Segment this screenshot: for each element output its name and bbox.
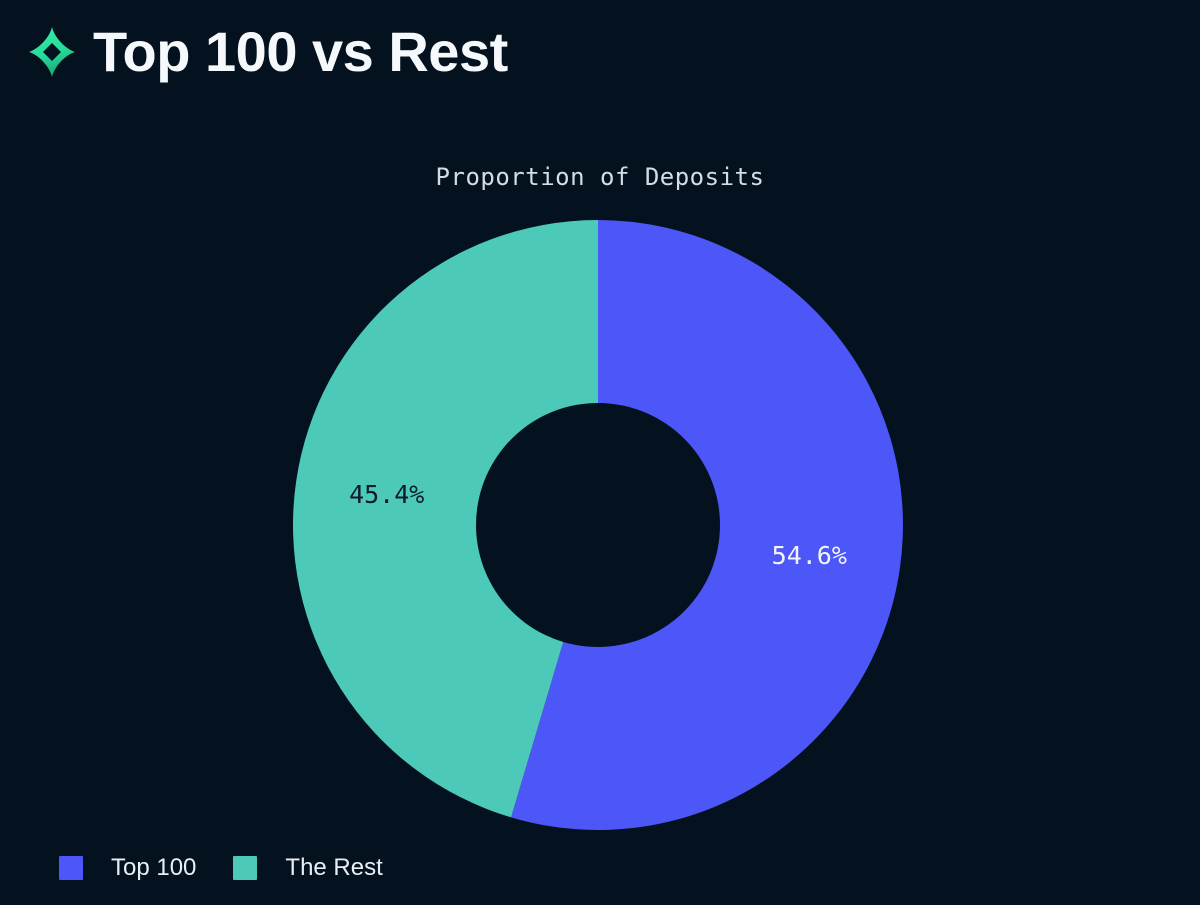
legend-swatch-top-100 (59, 856, 83, 880)
legend-item-the-rest[interactable]: The Rest (233, 854, 383, 881)
legend-label-the-rest: The Rest (285, 854, 383, 881)
sparkle-logo-icon (29, 27, 75, 77)
chart-title: Proportion of Deposits (435, 163, 765, 191)
pie-slice-the-rest[interactable] (292, 220, 598, 818)
slice-percentage-label-top-100: 54.6% (772, 541, 847, 570)
legend-label-top-100: Top 100 (111, 854, 197, 881)
page-title: Top 100 vs Rest (93, 20, 508, 83)
chart-legend: Top 100 The Rest (59, 856, 383, 880)
page-header: Top 100 vs Rest (28, 24, 508, 80)
pie-slice-top-100[interactable] (511, 220, 903, 830)
legend-swatch-the-rest (233, 856, 258, 880)
slice-percentage-label-the-rest: 45.4% (349, 480, 424, 509)
legend-item-top-100[interactable]: Top 100 (59, 856, 196, 880)
